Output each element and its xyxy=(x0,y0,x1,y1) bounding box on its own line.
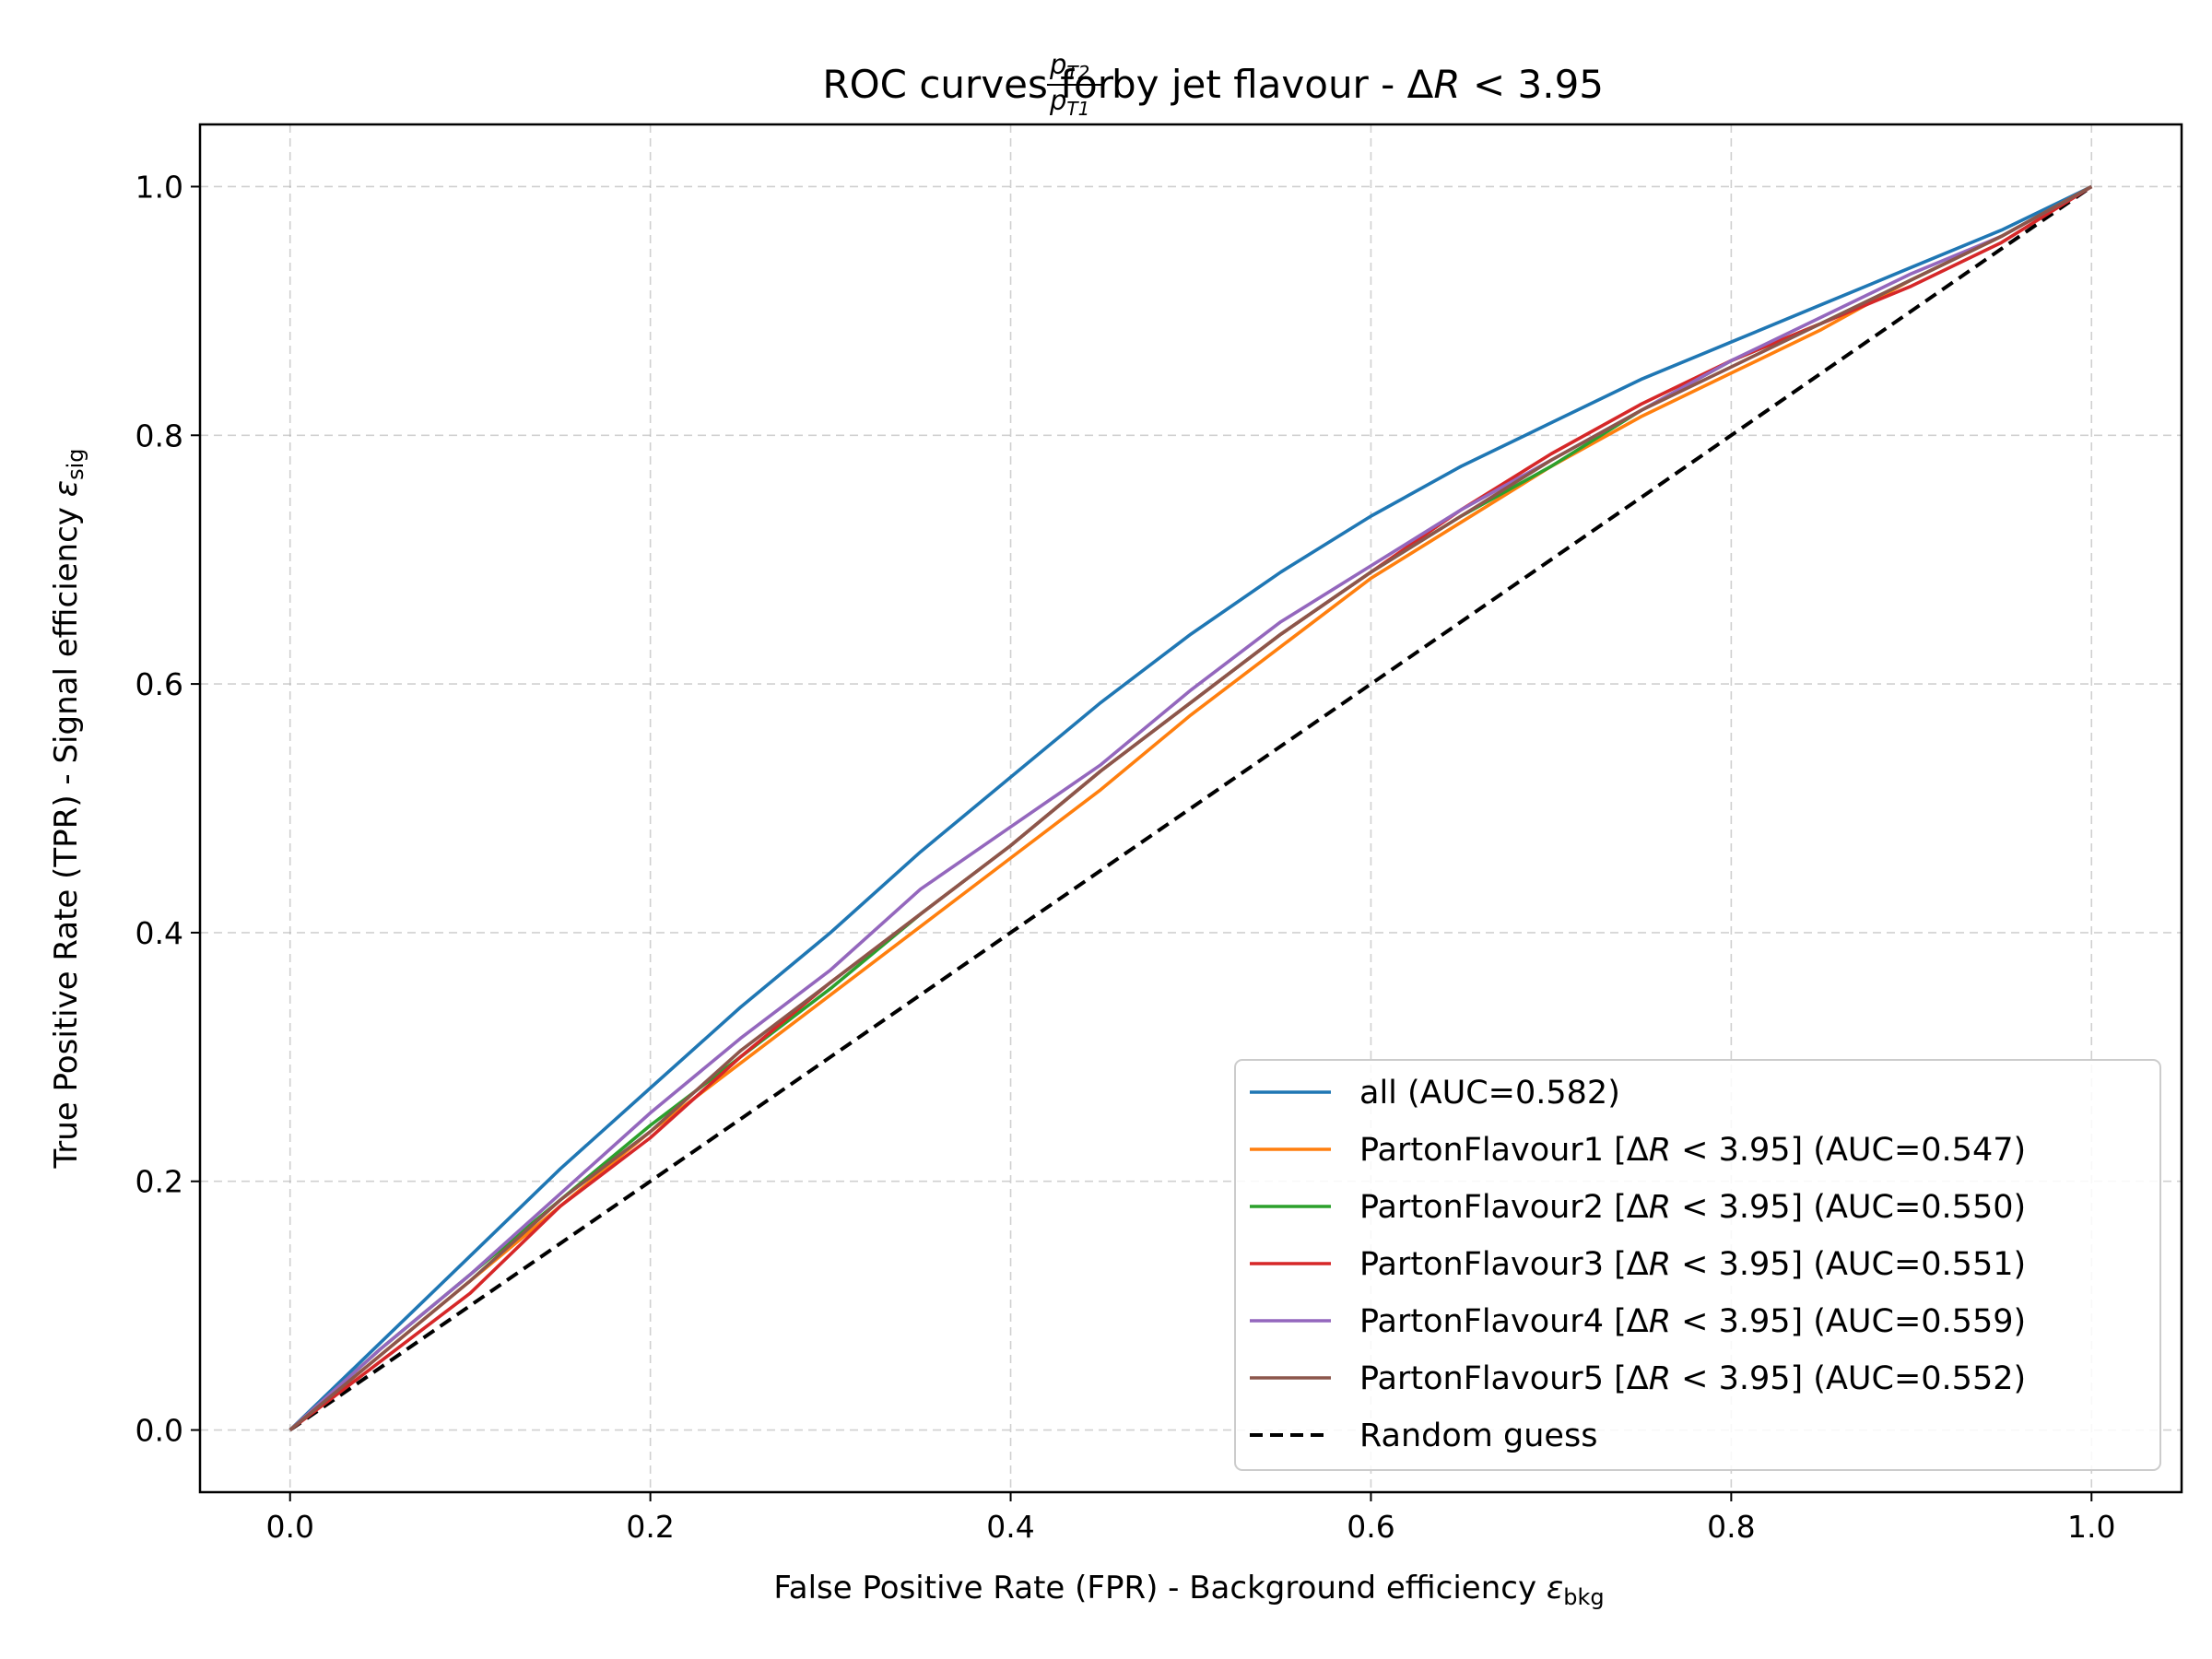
x-axis-label: False Positive Rate (FPR) - Background e… xyxy=(773,1570,1604,1610)
x-tick-label: 0.0 xyxy=(265,1509,313,1545)
series-line-0 xyxy=(288,184,2093,1431)
plot-frame xyxy=(198,123,2183,1494)
legend-label: PartonFlavour4 [ΔR < 3.95] (AUC=0.559) xyxy=(1359,1303,2026,1340)
x-tick-label: 0.8 xyxy=(1707,1509,1755,1545)
series-lines xyxy=(288,184,2093,1432)
legend-label: PartonFlavour5 [ΔR < 3.95] (AUC=0.552) xyxy=(1359,1360,2026,1397)
x-tick-label: 0.2 xyxy=(626,1509,674,1545)
y-tick-label: 0.6 xyxy=(135,666,183,702)
y-axis-label: True Positive Rate (TPR) - Signal effici… xyxy=(48,448,88,1169)
title-suffix: by jet flavour - ΔR < 3.95 xyxy=(1112,62,1604,107)
chart-title: ROC curves for pT2 pT1 by jet flavour - … xyxy=(822,49,1604,120)
legend-label: PartonFlavour2 [ΔR < 3.95] (AUC=0.550) xyxy=(1359,1189,2026,1226)
legend-label: Random guess xyxy=(1359,1418,1597,1454)
y-tick-label: 0.4 xyxy=(135,915,183,951)
y-tick-label: 1.0 xyxy=(135,169,183,205)
series-line-4 xyxy=(288,184,2093,1431)
legend: all (AUC=0.582) PartonFlavour1 [ΔR < 3.95… xyxy=(1234,1059,2161,1471)
legend-label: PartonFlavour3 [ΔR < 3.95] (AUC=0.551) xyxy=(1359,1246,2026,1283)
y-tick-label: 0.0 xyxy=(135,1413,183,1449)
axis-ticks: 0.0 0.2 0.4 0.6 0.8 1.0 0.0 0.2 0.4 0.6 0.8 1.0 xyxy=(135,169,2116,1545)
legend-box xyxy=(1234,1059,2161,1471)
legend-label: PartonFlavour1 [ΔR < 3.95] (AUC=0.547) xyxy=(1359,1132,2026,1169)
y-tick-label: 0.2 xyxy=(135,1164,183,1200)
series-line-5 xyxy=(288,184,2093,1431)
legend-label: all (AUC=0.582) xyxy=(1359,1075,1620,1112)
title-fraction-denominator: pT1 xyxy=(1049,85,1089,120)
title-fraction-numerator: pT2 xyxy=(1049,49,1089,84)
x-tick-label: 0.6 xyxy=(1347,1509,1394,1545)
y-tick-label: 0.8 xyxy=(135,418,183,453)
legend-entries: all (AUC=0.582) PartonFlavour1 [ΔR < 3.95… xyxy=(1250,1075,2026,1454)
x-tick-label: 0.4 xyxy=(986,1509,1034,1545)
x-tick-label: 1.0 xyxy=(2067,1509,2115,1545)
